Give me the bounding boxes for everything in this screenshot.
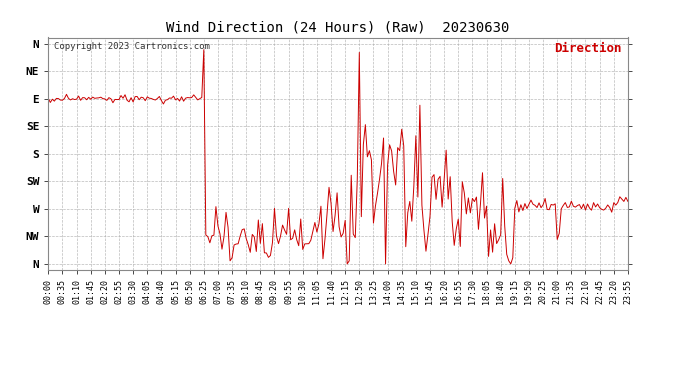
Title: Wind Direction (24 Hours) (Raw)  20230630: Wind Direction (24 Hours) (Raw) 20230630 [166,21,510,35]
Text: Direction: Direction [555,42,622,55]
Text: Copyright 2023 Cartronics.com: Copyright 2023 Cartronics.com [54,42,210,51]
